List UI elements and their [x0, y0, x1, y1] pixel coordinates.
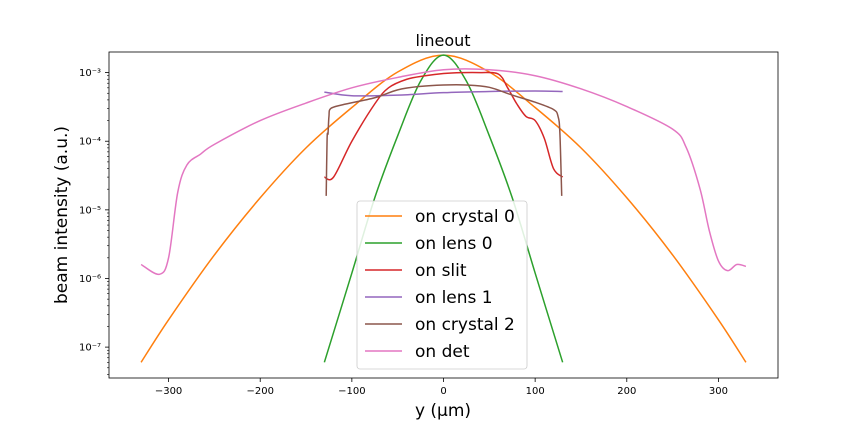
x-axis-label: y (μm)	[415, 401, 471, 421]
legend-label: on crystal 0	[415, 207, 515, 227]
series-line-4	[324, 90, 563, 97]
series-line-6	[140, 68, 747, 276]
legend-label: on lens 0	[415, 234, 493, 254]
y-axis: 10⁻⁷ 10⁻⁶ 10⁻⁵ 10⁻⁴ 10⁻³	[79, 68, 109, 375]
y-tick-label: 10⁻⁴	[79, 137, 101, 148]
y-tick-label: 10⁻³	[79, 68, 101, 79]
legend: on crystal 0 on lens 0 on slit on lens 1 on …	[356, 200, 528, 370]
y-tick-label: 10⁻⁶	[79, 274, 101, 285]
x-axis: −300 −200 −100 0 100 200 300	[155, 378, 728, 397]
legend-label: on det	[415, 342, 470, 362]
x-tick-label: 0	[440, 386, 446, 397]
y-tick-label: 10⁻⁵	[79, 205, 101, 216]
x-tick-label: 300	[709, 386, 728, 397]
x-tick-label: −100	[338, 386, 365, 397]
x-tick-label: −300	[155, 386, 182, 397]
y-axis-label: beam intensity (a.u.)	[52, 126, 72, 304]
legend-label: on crystal 2	[415, 315, 515, 335]
legend-label: on lens 1	[415, 288, 493, 308]
y-tick-label: 10⁻⁷	[79, 343, 101, 354]
series-line-3	[324, 71, 564, 181]
legend-label: on slit	[415, 261, 467, 281]
x-tick-label: 100	[526, 386, 545, 397]
chart-title: lineout	[415, 31, 470, 50]
x-tick-label: −200	[246, 386, 273, 397]
x-tick-label: 200	[617, 386, 636, 397]
series-line-5	[325, 83, 563, 196]
